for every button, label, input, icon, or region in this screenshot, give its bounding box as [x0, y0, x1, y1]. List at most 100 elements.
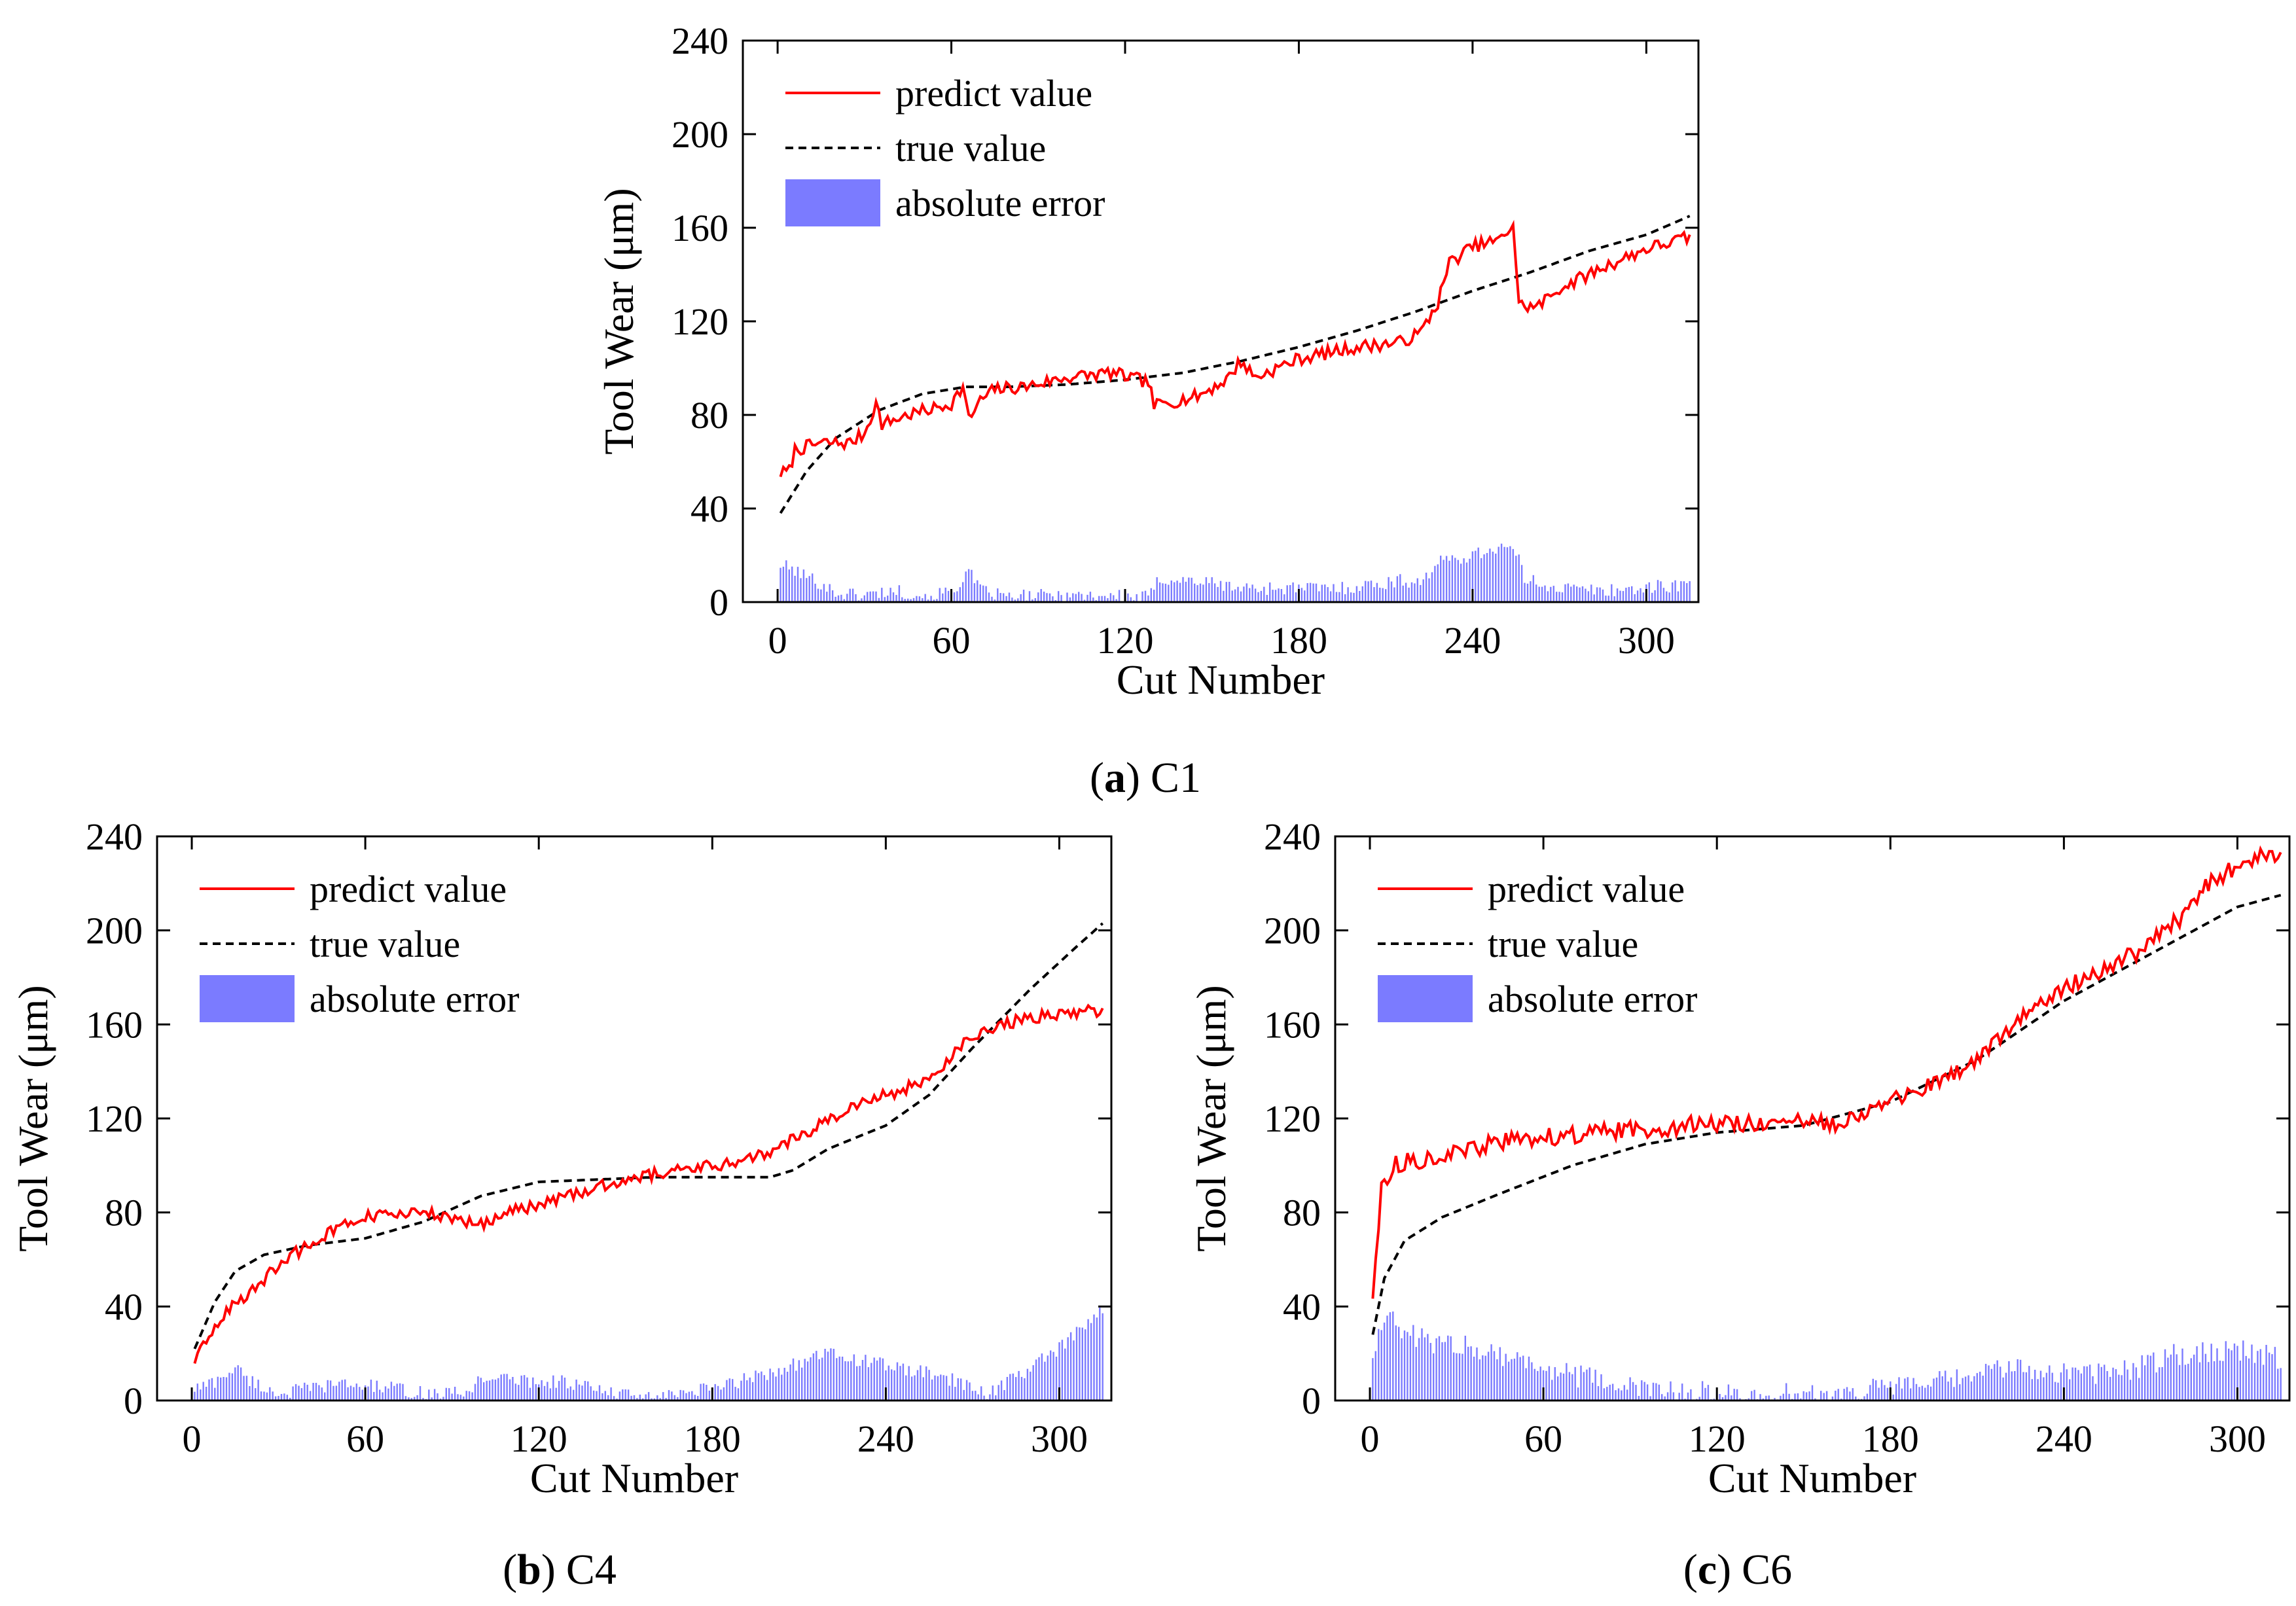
error-bar — [2100, 1366, 2102, 1401]
error-bar — [208, 1379, 210, 1401]
error-bar — [1113, 595, 1115, 602]
error-bar — [1499, 1347, 1501, 1401]
error-bar — [806, 1361, 809, 1401]
error-bar — [948, 1385, 950, 1401]
error-bar — [1338, 592, 1340, 602]
error-bar — [977, 1394, 979, 1401]
error-bar — [1450, 1336, 1452, 1401]
error-bar — [338, 1382, 340, 1401]
error-bar — [1748, 1398, 1749, 1401]
error-bar — [944, 587, 946, 602]
error-bar — [1625, 588, 1627, 602]
error-bar — [1545, 1370, 1547, 1401]
error-bar — [1503, 546, 1505, 602]
error-bar — [1072, 593, 1074, 602]
error-bar — [1286, 585, 1288, 602]
error-bar — [1251, 584, 1253, 602]
error-bar — [843, 599, 845, 602]
legend-swatch-error — [785, 179, 880, 226]
error-bar — [1719, 1394, 1721, 1401]
error-bar — [1658, 1384, 1660, 1401]
error-bar — [1280, 589, 1283, 602]
error-bar — [1440, 556, 1442, 602]
error-bar — [1435, 1338, 1437, 1401]
caption-c6: (c) C6 — [1683, 1546, 1792, 1594]
error-bar — [1475, 550, 1477, 602]
legend-label: predict value — [310, 868, 507, 910]
error-bar — [1753, 1389, 1755, 1401]
error-bar — [2037, 1379, 2039, 1401]
error-bar — [940, 1374, 942, 1401]
x-tick-label: 240 — [2036, 1418, 2092, 1460]
error-bar — [945, 1376, 948, 1401]
error-bar — [636, 1398, 638, 1401]
error-bar — [931, 1379, 933, 1401]
error-bar — [1272, 590, 1274, 602]
error-bar — [1509, 546, 1511, 602]
error-bar — [856, 1366, 858, 1401]
y-tick-label: 80 — [1283, 1192, 1321, 1234]
error-bar — [607, 1395, 609, 1401]
error-bar — [2126, 1369, 2128, 1401]
error-bar — [1820, 1391, 1822, 1401]
caption-open-paren: ( — [1683, 1546, 1698, 1594]
error-bar — [1465, 562, 1468, 602]
error-bar — [541, 1380, 543, 1401]
error-bar — [1269, 582, 1271, 602]
error-bar — [1179, 582, 1181, 602]
error-bar — [1295, 592, 1297, 602]
error-bar — [806, 578, 808, 602]
error-bar — [901, 597, 903, 602]
error-bar — [904, 599, 906, 602]
error-bar — [2123, 1360, 2126, 1401]
error-bar — [2014, 1371, 2016, 1401]
error-bar — [1079, 1327, 1081, 1401]
error-bar — [1502, 1366, 1504, 1401]
error-bar — [286, 1395, 288, 1401]
error-bar — [1003, 1390, 1005, 1401]
error-bar — [390, 1382, 393, 1401]
error-bar — [694, 1395, 696, 1401]
caption-open-paren: ( — [1090, 754, 1104, 802]
error-bar — [1309, 582, 1312, 602]
error-bar — [1249, 588, 1251, 602]
error-bar — [855, 594, 857, 602]
error-bar — [2268, 1352, 2270, 1401]
error-bar — [1444, 1342, 1446, 1401]
error-bar — [1445, 556, 1448, 602]
error-bar — [1158, 582, 1161, 602]
legend-swatch-error — [200, 975, 295, 1022]
error-bar — [1632, 1382, 1634, 1401]
error-bar — [682, 1390, 685, 1401]
error-bar — [2159, 1367, 2161, 1401]
error-bar — [2173, 1344, 2175, 1401]
error-bar — [942, 1375, 944, 1401]
error-bar — [1312, 583, 1314, 602]
error-bar — [881, 588, 883, 602]
error-bar — [1321, 584, 1323, 602]
error-bar — [2011, 1371, 2013, 1401]
error-bar — [812, 573, 814, 602]
error-bar — [463, 1396, 465, 1401]
error-bar — [1513, 1359, 1516, 1401]
error-bar — [975, 1391, 977, 1401]
error-bar — [1843, 1389, 1845, 1401]
error-bar — [1606, 1387, 1608, 1401]
caption-label: C1 — [1151, 754, 1201, 802]
error-bar — [1429, 1343, 1431, 1401]
error-bar — [2039, 1370, 2042, 1401]
error-bar — [1043, 592, 1045, 602]
error-bar — [283, 1393, 285, 1401]
error-bar — [1470, 1346, 1472, 1401]
error-bar — [1246, 583, 1247, 602]
error-bar — [1542, 1370, 1545, 1401]
error-bar — [908, 1366, 910, 1401]
error-bar — [708, 1390, 711, 1401]
error-bar — [1602, 589, 1604, 602]
error-bar — [1725, 1395, 1727, 1401]
error-bar — [2066, 1369, 2068, 1401]
error-bar — [821, 1357, 823, 1401]
error-bar — [292, 1386, 294, 1401]
error-bar — [991, 596, 993, 602]
caption-close-paren: ) — [541, 1546, 556, 1594]
